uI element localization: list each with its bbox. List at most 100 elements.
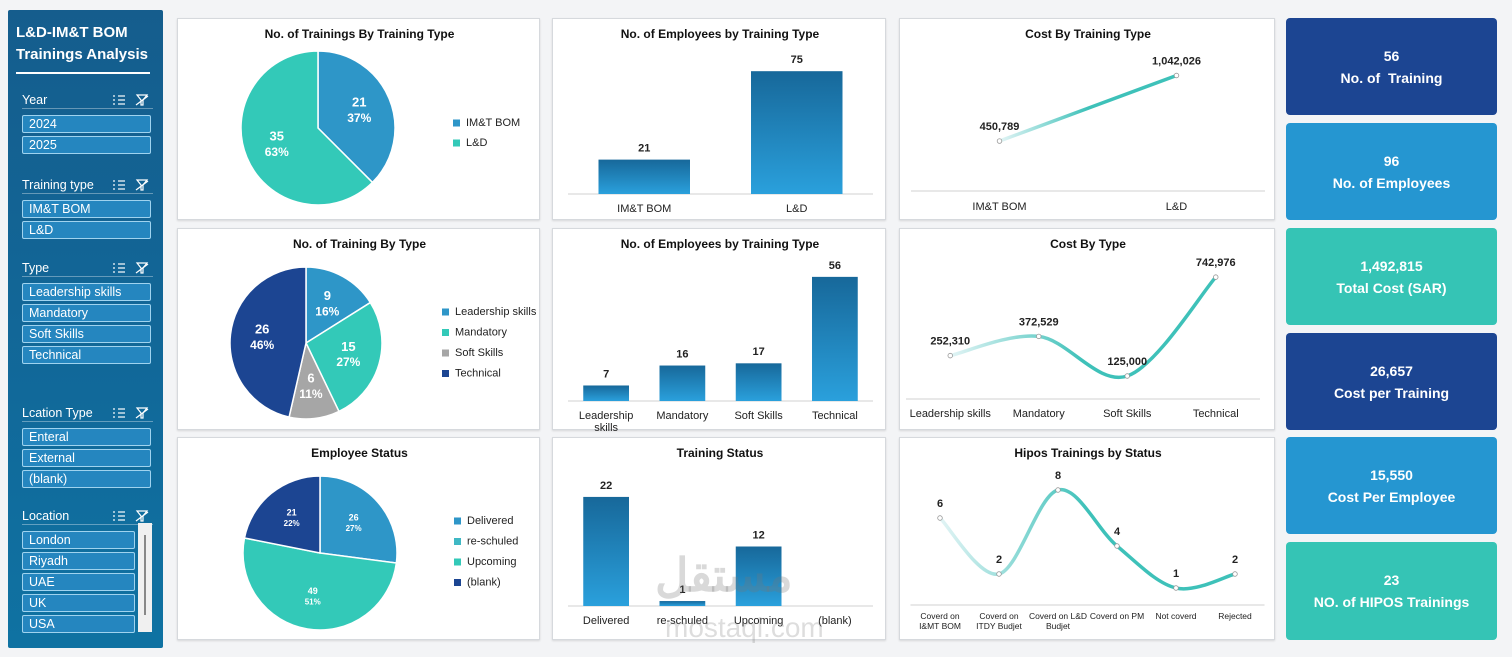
kpi-label: NO. of HIPOS Trainings <box>1313 594 1470 610</box>
x-tick-label: Mandatory <box>1012 408 1065 420</box>
slice-percent: 37% <box>347 111 371 125</box>
slicer-item[interactable]: UAE <box>22 573 135 591</box>
point <box>1213 274 1219 280</box>
chart: Cost By Training Type 450,789 1,042,026 <box>911 27 1265 192</box>
point <box>1173 585 1179 591</box>
x-tick-label: Technical <box>1192 408 1239 420</box>
data-label: 1 <box>679 584 685 596</box>
chart: Training Status 22 1 12 <box>568 446 873 607</box>
data-label: 450,789 <box>980 121 1020 133</box>
data-label: 56 <box>829 260 841 272</box>
kpi-label: No. of Training <box>1340 69 1443 86</box>
slicer-item[interactable]: 2025 <box>22 136 151 154</box>
kpi-label: Cost Per Employee <box>1327 488 1456 505</box>
chart-title: No. of Employees by Training Type <box>621 27 820 41</box>
slicer-icons[interactable] <box>112 509 152 523</box>
x-tick-label: Mandatory <box>656 410 709 422</box>
slice-value: 15 <box>341 339 355 354</box>
bar <box>812 276 858 401</box>
data-label: 1,042,026 <box>1152 55 1201 67</box>
kpi-value: 26,657 <box>1370 362 1413 379</box>
slicer-title: Type <box>22 261 50 275</box>
bar <box>751 71 843 194</box>
legend-label: Upcoming <box>467 556 517 568</box>
slicer-item[interactable]: 2024 <box>22 115 151 133</box>
slicer-item[interactable]: UK <box>22 594 135 612</box>
pie-slice <box>240 50 374 206</box>
point <box>996 138 1003 144</box>
bar <box>598 159 690 194</box>
scroll-thumb[interactable] <box>144 535 146 615</box>
slicer-title: Training type <box>22 178 94 192</box>
legend-label: Mandatory <box>455 326 507 338</box>
bar <box>583 385 629 401</box>
legend-swatch <box>454 538 461 545</box>
data-label: 4 <box>1114 526 1121 538</box>
kpi-value: 96 <box>1383 152 1400 169</box>
slicer-item[interactable]: (blank) <box>22 470 151 488</box>
legend-swatch <box>442 308 449 316</box>
point <box>1124 373 1130 379</box>
chart-panel: Hipos Trainings by Status 6 2 8 4 1 2 Coverd on… <box>899 437 1275 640</box>
slicer-icons[interactable] <box>112 178 152 192</box>
data-label: 17 <box>753 346 765 358</box>
slicer-item[interactable]: L&D <box>22 221 151 239</box>
chart-title: No. of Trainings By Training Type <box>265 27 455 41</box>
point <box>996 571 1002 577</box>
chart-panel: Training Status 22 1 12 Delivered re-schuled U… <box>552 437 886 640</box>
slice-percent: 51% <box>305 598 321 607</box>
sidebar: L&D-IM&T BOM Trainings Analysis Year 2024… <box>8 10 163 648</box>
x-tick-label: IM&T BOM <box>972 201 1027 213</box>
x-tick-label: Soft Skills <box>734 410 783 422</box>
point <box>1114 543 1120 549</box>
x-tick-label: Not coverd <box>1155 611 1197 621</box>
bar <box>735 546 782 606</box>
slice-value: 35 <box>270 129 284 144</box>
slicer-item[interactable]: External <box>22 449 151 467</box>
pie-slice <box>242 537 398 631</box>
point <box>1055 487 1061 493</box>
slice-value: 21 <box>287 507 297 517</box>
x-tick-label: Soft Skills <box>1103 408 1152 420</box>
pie-slice <box>243 475 321 554</box>
slicer-item[interactable]: Soft Skills <box>22 325 151 343</box>
x-tick-label: Rejected <box>1218 611 1252 621</box>
chart-title: No. of Training By Type <box>293 237 426 251</box>
slicer-item[interactable]: Enteral <box>22 428 151 446</box>
slicer-title: Lcation Type <box>22 406 93 420</box>
kpi-card: 96 No. of Employees <box>1286 123 1497 220</box>
slicer-icons[interactable] <box>112 93 152 107</box>
slice-value: 9 <box>324 288 331 303</box>
slicer-item[interactable]: IM&T BOM <box>22 200 151 218</box>
point <box>1232 571 1238 577</box>
slicer-item[interactable]: Technical <box>22 346 151 364</box>
data-label: 22 <box>600 480 612 492</box>
slicer-line <box>22 524 153 525</box>
slicer-item[interactable]: USA <box>22 615 135 633</box>
chart: Cost By Type 252,310 372,529 125,000 742,976 <box>906 237 1260 400</box>
legend-label: L&D <box>466 137 487 149</box>
bar <box>659 365 706 401</box>
data-label: 2 <box>1232 554 1238 566</box>
kpi-value: 56 <box>1383 47 1400 64</box>
slicer-icons[interactable] <box>112 406 152 420</box>
slicer-item[interactable]: Riyadh <box>22 552 135 570</box>
chart-title: Employee Status <box>311 446 408 460</box>
slicer-item[interactable]: London <box>22 531 135 549</box>
chart-title: No. of Employees by Training Type <box>621 237 820 251</box>
x-tick-label: Coverd on ITDY Budjet <box>976 611 1022 631</box>
kpi-card: 23 NO. of HIPOS Trainings <box>1286 542 1497 640</box>
kpi-value: 23 <box>1383 572 1400 588</box>
chart-panel: Cost By Training Type 450,789 1,042,026 IM&… <box>899 18 1275 220</box>
title-underline <box>16 72 150 74</box>
slicer-item[interactable]: Mandatory <box>22 304 151 322</box>
data-label: 16 <box>676 348 688 360</box>
x-tick-label: Coverd on PM <box>1089 611 1145 621</box>
watermark-arabic: مستقل <box>655 549 793 601</box>
slicer-item[interactable]: Leadership skills <box>22 283 151 301</box>
bar <box>659 601 706 606</box>
x-tick-label: Coverd on I&MT BOM <box>919 611 961 631</box>
slicer-icons[interactable] <box>112 261 152 275</box>
